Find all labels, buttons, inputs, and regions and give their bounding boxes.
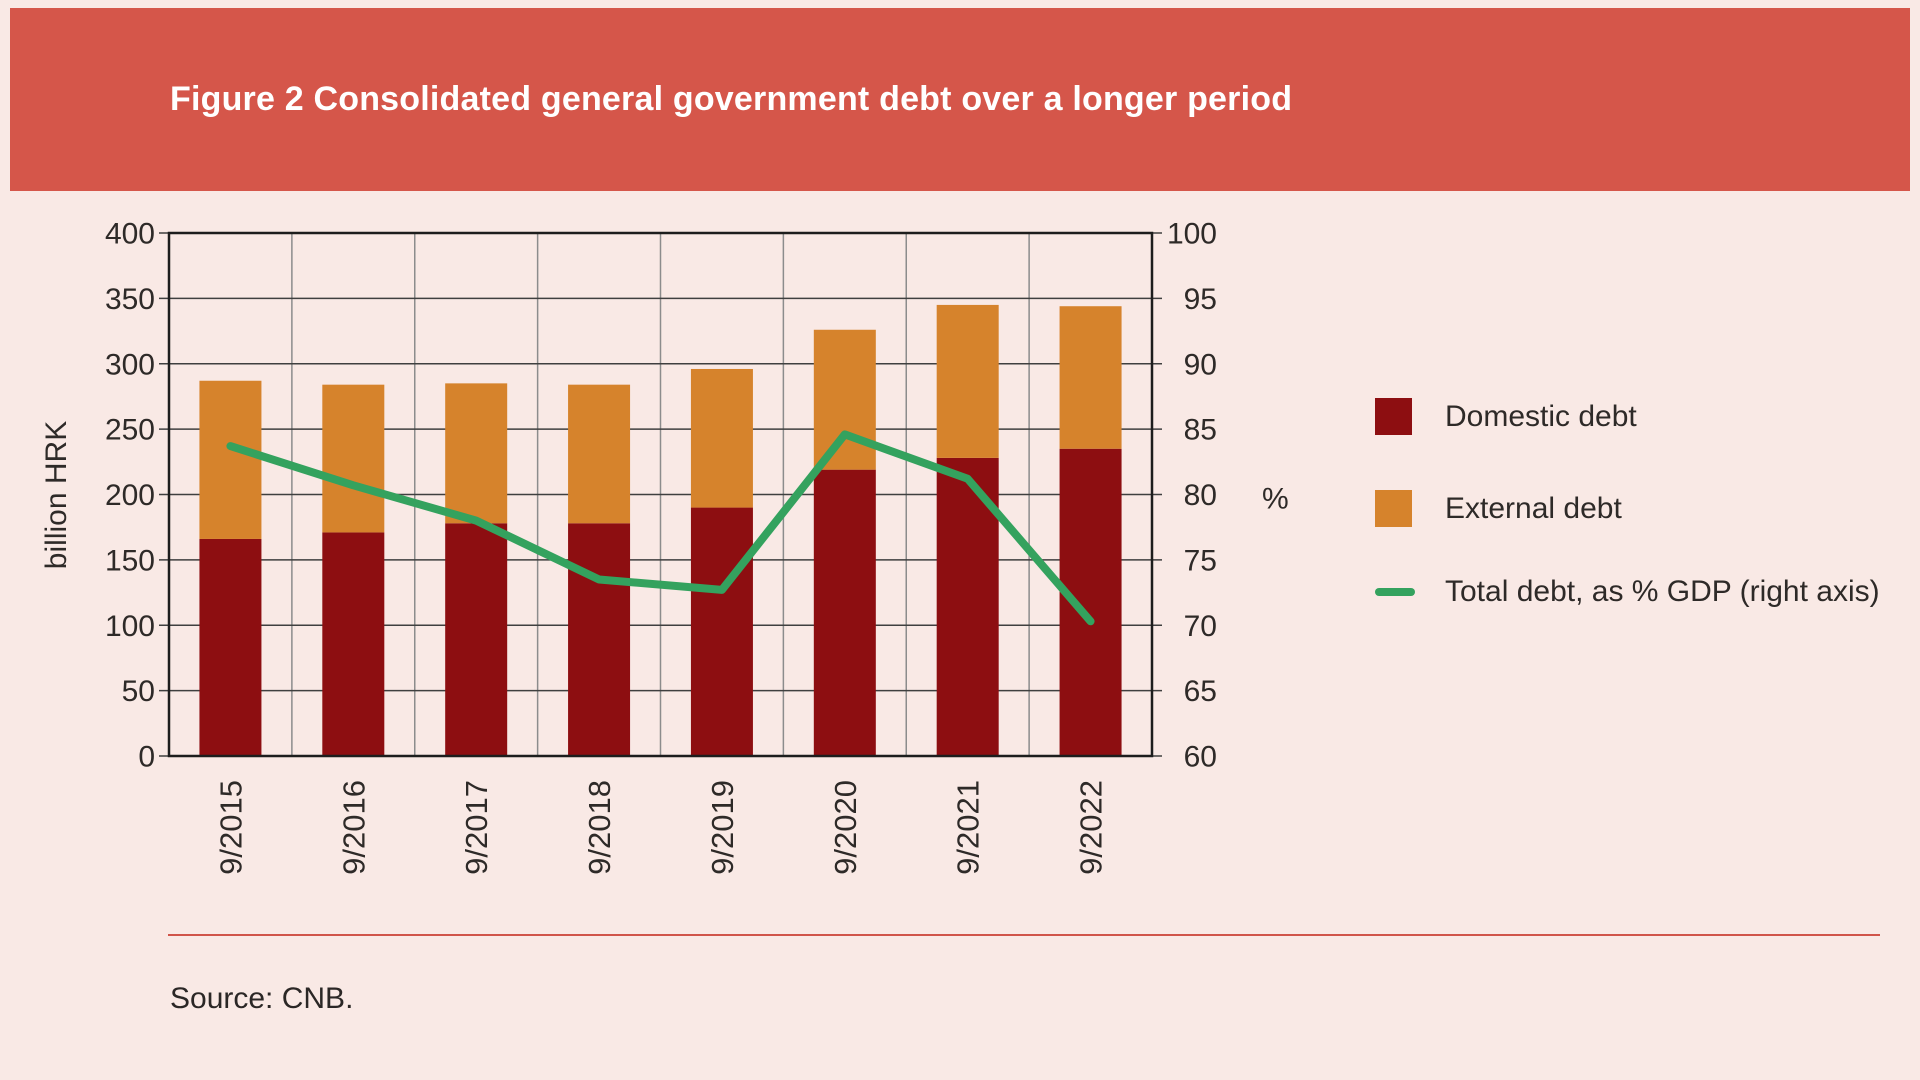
right-axis-tick-label: 70 <box>1184 610 1217 643</box>
figure-title: Figure 2 Consolidated general government… <box>170 80 1293 118</box>
domestic-debt-bar <box>813 469 876 756</box>
left-axis-tick-label: 100 <box>105 610 155 643</box>
external-debt-bar <box>199 380 262 539</box>
domestic-debt-bar <box>322 532 385 756</box>
x-axis-category-label: 9/2017 <box>459 780 494 875</box>
external-debt-swatch <box>1375 490 1412 527</box>
plot-border <box>167 231 1154 758</box>
gdp-line-swatch <box>1375 587 1415 596</box>
external-debt-bar <box>445 383 508 524</box>
right-axis-tick-label: 95 <box>1184 283 1217 316</box>
right-axis-tick-label: 75 <box>1184 544 1217 577</box>
legend-label: External debt <box>1445 491 1622 525</box>
x-axis-category-label: 9/2016 <box>336 780 371 875</box>
external-debt-bar <box>690 368 753 508</box>
figure-header: Figure 2 Consolidated general government… <box>10 8 1910 191</box>
right-axis-tick-label: 80 <box>1184 479 1217 512</box>
domestic-debt-bar <box>568 523 631 756</box>
right-axis-tick-label: 90 <box>1184 348 1217 381</box>
left-axis-tick-label: 50 <box>122 675 155 708</box>
external-debt-bar <box>936 304 999 458</box>
legend-label: Domestic debt <box>1445 399 1637 433</box>
right-axis-tick-label: 100 <box>1167 218 1217 251</box>
legend-item-external-debt: External debt <box>1375 490 1622 527</box>
left-axis-tick-label: 250 <box>105 414 155 447</box>
x-axis-category-label: 9/2019 <box>705 780 740 875</box>
left-axis-tick-label: 150 <box>105 544 155 577</box>
left-axis-tick-label: 200 <box>105 479 155 512</box>
left-axis-title: billion HRK <box>40 421 73 569</box>
x-axis-category-label: 9/2018 <box>582 780 617 875</box>
right-axis-tick-label: 65 <box>1184 675 1217 708</box>
legend-item-domestic-debt: Domestic debt <box>1375 398 1637 435</box>
domestic-debt-bar <box>690 507 753 756</box>
left-axis-tick-label: 400 <box>105 218 155 251</box>
legend-item-total-debt-gdp: Total debt, as % GDP (right axis) <box>1375 573 1880 610</box>
external-debt-bar <box>568 384 631 524</box>
external-debt-bar <box>1059 306 1122 449</box>
legend-label: Total debt, as % GDP (right axis) <box>1445 574 1880 608</box>
x-axis-category-label: 9/2015 <box>213 780 248 875</box>
x-axis-category-label: 9/2020 <box>828 780 863 875</box>
left-axis-tick-label: 0 <box>138 741 155 774</box>
footer-divider <box>168 934 1880 936</box>
x-axis-category-label: 9/2022 <box>1074 780 1109 875</box>
domestic-debt-swatch <box>1375 398 1412 435</box>
gdp-line <box>226 430 1095 626</box>
right-axis-title: % <box>1262 483 1289 516</box>
domestic-debt-bar <box>199 538 262 756</box>
left-axis-tick-label: 350 <box>105 283 155 316</box>
domestic-debt-bar <box>445 523 508 756</box>
external-debt-bar <box>322 384 385 533</box>
left-axis-tick-label: 300 <box>105 348 155 381</box>
external-debt-bar <box>813 329 876 470</box>
x-axis-category-label: 9/2021 <box>951 780 986 875</box>
source-note: Source: CNB. <box>170 982 354 1015</box>
domestic-debt-bar <box>1059 448 1122 756</box>
right-axis-tick-label: 85 <box>1184 414 1217 447</box>
right-axis-tick-label: 60 <box>1184 741 1217 774</box>
